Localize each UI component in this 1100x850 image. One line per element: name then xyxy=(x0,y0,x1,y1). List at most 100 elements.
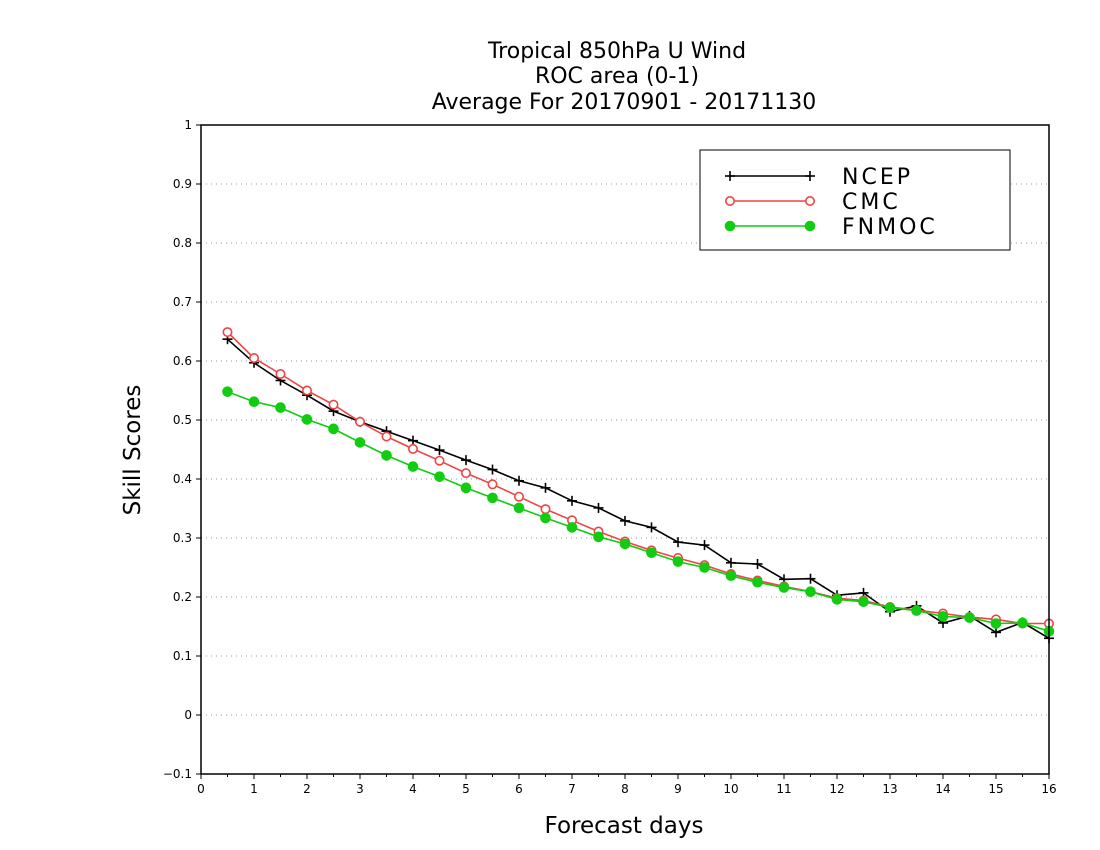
y-axis-label: Skill Scores xyxy=(120,385,146,516)
x-tick-label: 5 xyxy=(462,782,470,796)
legend-marker xyxy=(725,171,735,181)
data-point-cmc xyxy=(222,327,233,338)
data-point-ncep xyxy=(752,558,763,569)
x-tick-label: 2 xyxy=(303,782,311,796)
data-point-fnmoc xyxy=(805,586,816,597)
data-point-fnmoc xyxy=(646,547,657,559)
title-line-3: Average For 20170901 - 20171130 xyxy=(432,90,817,115)
data-point-fnmoc xyxy=(487,492,498,504)
legend-marker xyxy=(804,196,815,207)
data-point-fnmoc xyxy=(725,570,737,582)
y-axis-ticks: −0.1 0 0.1 0.2 0.3 0.4 0.5 0.6 0.7 0.8 0.9 1 xyxy=(163,118,201,781)
x-tick-label: 10 xyxy=(723,782,738,796)
data-point-cmc xyxy=(540,504,551,515)
data-point-fnmoc xyxy=(566,522,578,533)
x-tick-label: 8 xyxy=(621,782,629,796)
data-point-fnmoc xyxy=(964,612,975,623)
series-layer xyxy=(222,327,1055,644)
data-point-fnmoc xyxy=(513,502,525,514)
x-tick-label: 9 xyxy=(674,782,682,796)
data-point-fnmoc xyxy=(911,605,922,616)
data-point-fnmoc xyxy=(699,562,710,573)
data-point-fnmoc xyxy=(593,531,604,543)
x-tick-label: 4 xyxy=(409,782,417,796)
y-tick-label: −0.1 xyxy=(163,767,192,781)
data-point-cmc xyxy=(407,443,418,454)
title-line-1: Tropical 850hPa U Wind xyxy=(487,39,746,64)
y-tick-label: 0.9 xyxy=(173,177,192,191)
x-tick-label: 11 xyxy=(776,782,791,796)
x-tick-label: 14 xyxy=(935,782,950,796)
legend-marker xyxy=(724,220,736,232)
data-point-fnmoc xyxy=(328,423,339,435)
data-point-ncep xyxy=(805,573,816,584)
title-line-2: ROC area (0-1) xyxy=(535,64,699,89)
x-tick-label: 16 xyxy=(1041,782,1056,796)
data-point-fnmoc xyxy=(778,582,790,593)
data-point-cmc xyxy=(513,491,524,502)
y-tick-label: 0.7 xyxy=(173,295,192,309)
y-tick-label: 0.3 xyxy=(173,531,192,545)
data-point-fnmoc xyxy=(222,386,233,397)
data-point-ncep xyxy=(620,515,630,526)
data-point-cmc xyxy=(434,455,445,466)
data-point-ncep xyxy=(646,522,657,533)
legend-label-fnmoc: FNMOC xyxy=(842,215,938,240)
data-point-fnmoc xyxy=(381,450,392,461)
data-point-fnmoc xyxy=(248,396,260,408)
x-tick-label: 0 xyxy=(197,782,205,796)
legend-entry-cmc: CMC xyxy=(724,190,901,215)
data-point-fnmoc xyxy=(460,482,472,494)
data-point-fnmoc xyxy=(990,618,1002,629)
data-point-fnmoc xyxy=(858,596,869,608)
chart-title: Tropical 850hPa U Wind ROC area (0-1) Av… xyxy=(432,39,817,115)
data-point-cmc xyxy=(381,431,392,442)
legend-marker xyxy=(805,171,815,181)
data-point-ncep xyxy=(593,502,604,513)
x-tick-label: 13 xyxy=(882,782,897,796)
x-tick-label: 12 xyxy=(829,782,844,796)
data-point-ncep xyxy=(991,627,1001,638)
data-point-fnmoc xyxy=(937,611,949,622)
data-point-fnmoc xyxy=(275,402,286,413)
y-tick-label: 0.2 xyxy=(173,590,192,604)
series-fnmoc xyxy=(222,386,1055,637)
y-tick-label: 0.4 xyxy=(173,472,192,486)
data-point-fnmoc xyxy=(434,471,445,482)
x-tick-label: 7 xyxy=(568,782,576,796)
data-point-ncep xyxy=(567,495,577,506)
data-point-cmc xyxy=(354,416,365,427)
y-tick-label: 0.1 xyxy=(173,649,192,663)
data-point-fnmoc xyxy=(301,414,313,425)
data-point-fnmoc xyxy=(672,556,684,567)
x-tick-label: 15 xyxy=(988,782,1003,796)
legend-box xyxy=(699,149,1011,251)
data-point-fnmoc xyxy=(619,538,631,550)
y-tick-label: 0 xyxy=(184,708,192,722)
data-point-cmc xyxy=(487,479,498,490)
data-point-cmc xyxy=(275,368,286,379)
data-point-ncep xyxy=(514,475,524,486)
x-axis-label: Forecast days xyxy=(545,813,704,839)
x-tick-label: 3 xyxy=(356,782,364,796)
plot-frame xyxy=(200,124,1050,775)
data-point-ncep xyxy=(540,482,551,493)
data-point-fnmoc xyxy=(831,594,843,605)
legend-marker xyxy=(724,196,735,207)
y-tick-label: 0.5 xyxy=(173,413,192,427)
data-point-fnmoc xyxy=(752,576,763,588)
data-point-ncep xyxy=(726,557,736,568)
y-tick-label: 1 xyxy=(184,118,192,132)
legend-label-cmc: CMC xyxy=(842,190,901,215)
data-point-cmc xyxy=(301,385,312,396)
data-point-fnmoc xyxy=(540,512,551,524)
legend-entry-ncep: NCEP xyxy=(725,165,910,190)
data-point-ncep xyxy=(673,537,683,548)
data-point-fnmoc xyxy=(354,437,366,448)
legend-marker xyxy=(804,220,816,232)
data-point-ncep xyxy=(487,464,498,475)
x-axis-ticks: 0 1 2 3 4 5 6 7 8 9 10 11 12 13 14 15 16 xyxy=(197,774,1057,796)
data-point-cmc xyxy=(249,353,260,364)
